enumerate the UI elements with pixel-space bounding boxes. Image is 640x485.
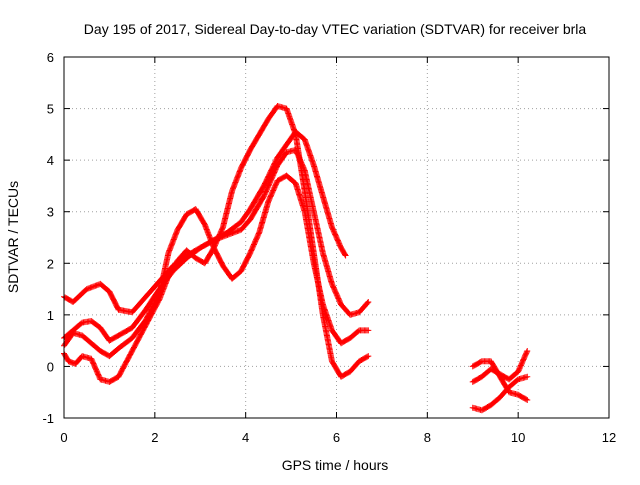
chart-title: Day 195 of 2017, Sidereal Day-to-day VTE… <box>84 21 587 37</box>
series-trace-d <box>61 102 372 385</box>
data-point <box>341 251 348 258</box>
y-tick-label: 1 <box>47 308 54 323</box>
data-point <box>365 298 372 305</box>
y-tick-label: 3 <box>47 205 54 220</box>
x-tick-label: 8 <box>424 430 431 445</box>
x-tick-label: 0 <box>60 430 67 445</box>
y-tick-label: -1 <box>42 411 54 426</box>
data-point <box>342 252 349 259</box>
y-tick-label: 4 <box>47 153 54 168</box>
y-tick-label: 2 <box>47 256 54 271</box>
data-point <box>524 373 531 380</box>
data-point <box>364 353 371 360</box>
data-point <box>524 347 531 354</box>
data-point <box>365 327 372 334</box>
x-tick-label: 12 <box>602 430 616 445</box>
data-point <box>524 396 531 403</box>
axis-ticks <box>63 56 610 419</box>
y-tick-label: 6 <box>47 50 54 65</box>
x-tick-label: 10 <box>511 430 525 445</box>
y-axis-label: SDTVAR / TECUs <box>5 181 21 293</box>
x-tick-label: 4 <box>242 430 249 445</box>
data-point <box>523 396 530 403</box>
data-point <box>523 349 530 356</box>
data-points <box>61 102 531 414</box>
x-tick-label: 2 <box>151 430 158 445</box>
y-tick-label: 0 <box>47 359 54 374</box>
data-point <box>365 353 372 360</box>
data-point <box>364 299 371 306</box>
y-tick-label: 5 <box>47 102 54 117</box>
series-trace-b <box>61 146 372 344</box>
x-axis-label: GPS time / hours <box>282 457 389 473</box>
series-trace-c <box>61 172 372 360</box>
series-trace-g <box>469 358 531 403</box>
x-tick-label: 6 <box>333 430 340 445</box>
